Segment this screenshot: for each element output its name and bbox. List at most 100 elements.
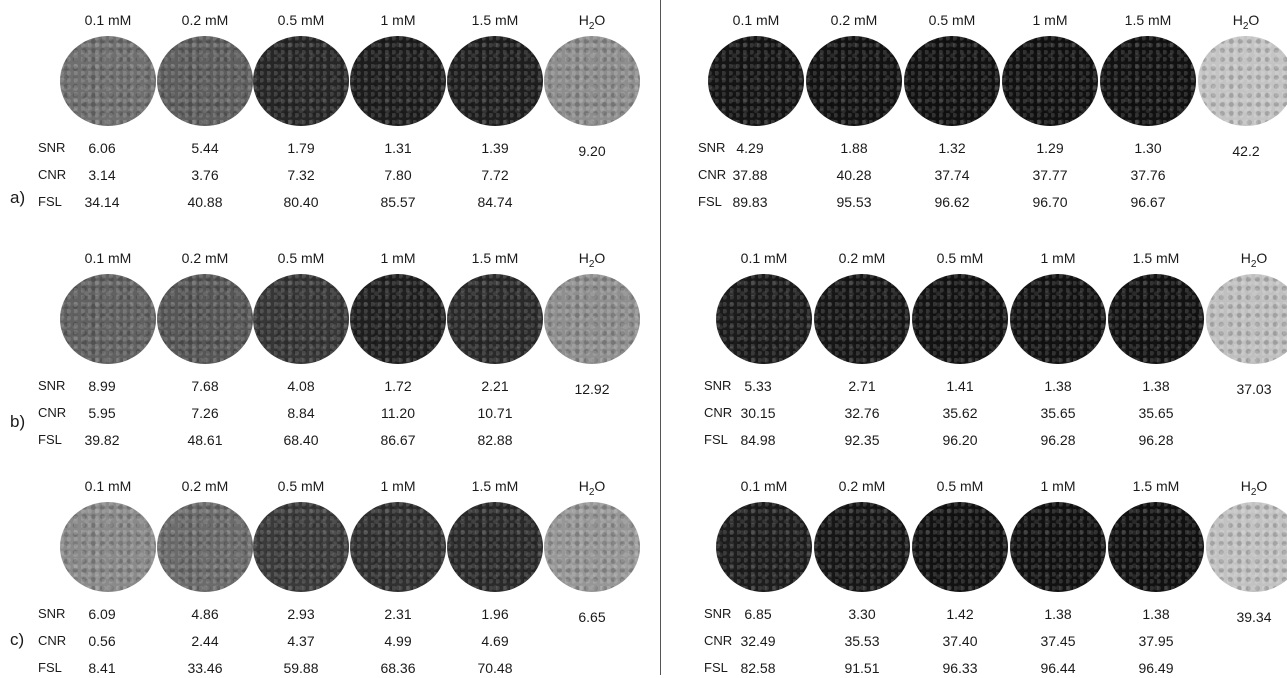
concentration-label: 0.1 mM bbox=[84, 250, 132, 266]
sample-disk bbox=[253, 502, 349, 592]
metric-name-snr: SNR bbox=[704, 606, 732, 621]
metric-value-snr: 1.29 bbox=[1036, 140, 1064, 156]
concentration-label: 0.1 mM bbox=[740, 478, 788, 494]
metric-value-fsl: 96.28 bbox=[1138, 432, 1174, 448]
metric-value-fsl: 33.46 bbox=[187, 660, 223, 676]
metric-value-snr: 1.88 bbox=[840, 140, 868, 156]
metric-value-fsl: 95.53 bbox=[836, 194, 872, 210]
metric-value-fsl: 82.58 bbox=[740, 660, 776, 676]
metric-value-fsl: 96.67 bbox=[1130, 194, 1166, 210]
metric-value-snr: 2.31 bbox=[384, 606, 412, 622]
sample-disk bbox=[912, 502, 1008, 592]
sample-disk bbox=[1108, 502, 1204, 592]
metric-value-fsl: 82.88 bbox=[477, 432, 513, 448]
metric-name-cnr: CNR bbox=[704, 633, 733, 648]
metric-value-cnr: 3.14 bbox=[88, 167, 116, 183]
sample-disk bbox=[253, 274, 349, 364]
concentration-label: 1.5 mM bbox=[1132, 250, 1180, 266]
sample-disk bbox=[1010, 274, 1106, 364]
concentration-label: 1 mM bbox=[1040, 478, 1076, 494]
metric-value-cnr: 4.69 bbox=[481, 633, 509, 649]
metric-name-fsl: FSL bbox=[704, 660, 728, 675]
concentration-label: 0.2 mM bbox=[838, 478, 886, 494]
concentration-label: H2O bbox=[578, 12, 606, 32]
metric-name-fsl: FSL bbox=[38, 660, 62, 675]
metric-value-snr: 1.31 bbox=[384, 140, 412, 156]
metric-value-cnr: 37.45 bbox=[1040, 633, 1076, 649]
concentration-label: 0.5 mM bbox=[928, 12, 976, 28]
metric-value-snr: 9.20 bbox=[578, 143, 606, 159]
sample-disk bbox=[814, 274, 910, 364]
metric-value-snr: 1.38 bbox=[1044, 378, 1072, 394]
concentration-label: 1 mM bbox=[380, 478, 416, 494]
concentration-label: H2O bbox=[1232, 12, 1260, 32]
concentration-label: 0.1 mM bbox=[84, 12, 132, 28]
metric-value-fsl: 96.20 bbox=[942, 432, 978, 448]
sample-disk bbox=[447, 502, 543, 592]
metric-value-cnr: 5.95 bbox=[88, 405, 116, 421]
metric-value-fsl: 48.61 bbox=[187, 432, 223, 448]
metric-value-fsl: 96.62 bbox=[934, 194, 970, 210]
row-label-b: b) bbox=[10, 412, 26, 431]
metric-value-snr: 2.21 bbox=[481, 378, 509, 394]
metric-name-snr: SNR bbox=[698, 140, 726, 155]
sample-disk bbox=[60, 502, 156, 592]
concentration-label: 1.5 mM bbox=[1132, 478, 1180, 494]
metric-value-snr: 1.38 bbox=[1044, 606, 1072, 622]
metric-value-fsl: 85.57 bbox=[380, 194, 416, 210]
metric-value-cnr: 7.32 bbox=[287, 167, 315, 183]
concentration-label: 0.5 mM bbox=[936, 250, 984, 266]
concentration-label: 0.5 mM bbox=[936, 478, 984, 494]
panel-divider bbox=[660, 0, 661, 675]
panel-a-right: 0.1 mM 0.2 mM 0.5 mM 1 mM 1.5 mM H2O SNR 4.29 1.… bbox=[0, 12, 1287, 212]
sample-disk bbox=[447, 274, 543, 364]
metric-value-snr: 4.29 bbox=[736, 140, 764, 156]
metric-value-snr: 1.32 bbox=[938, 140, 966, 156]
metric-value-cnr: 32.76 bbox=[844, 405, 880, 421]
sample-disk bbox=[60, 274, 156, 364]
sample-disk bbox=[806, 36, 902, 126]
sample-disk bbox=[544, 274, 640, 364]
metric-value-cnr: 35.65 bbox=[1138, 405, 1174, 421]
sample-disk bbox=[1206, 502, 1287, 592]
metric-value-fsl: 59.88 bbox=[283, 660, 319, 676]
metric-value-snr: 37.03 bbox=[1236, 381, 1272, 397]
metric-value-cnr: 3.76 bbox=[191, 167, 219, 183]
metric-value-snr: 6.06 bbox=[88, 140, 116, 156]
concentration-label: 1.5 mM bbox=[471, 250, 519, 266]
metric-value-cnr: 8.84 bbox=[287, 405, 315, 421]
sample-disk bbox=[157, 36, 253, 126]
metric-value-cnr: 40.28 bbox=[836, 167, 872, 183]
metric-name-snr: SNR bbox=[38, 606, 66, 621]
metric-value-fsl: 68.40 bbox=[283, 432, 319, 448]
sample-disk bbox=[716, 274, 812, 364]
sample-disk bbox=[1108, 274, 1204, 364]
metric-value-snr: 42.2 bbox=[1232, 143, 1260, 159]
metric-value-snr: 2.93 bbox=[287, 606, 315, 622]
concentration-label: 0.2 mM bbox=[181, 12, 229, 28]
sample-disk bbox=[1010, 502, 1106, 592]
metric-value-cnr: 7.26 bbox=[191, 405, 219, 421]
metric-value-snr: 1.42 bbox=[946, 606, 974, 622]
panel-b-left: 0.1 mM 0.2 mM 0.5 mM 1 mM 1.5 mM H2O SNR 8.99 7.… bbox=[0, 250, 1287, 450]
metric-value-fsl: 96.49 bbox=[1138, 660, 1174, 676]
metric-name-fsl: FSL bbox=[38, 432, 62, 447]
sample-disk bbox=[157, 274, 253, 364]
metric-value-cnr: 37.77 bbox=[1032, 167, 1068, 183]
metric-value-snr: 8.99 bbox=[88, 378, 116, 394]
concentration-label: 0.1 mM bbox=[84, 478, 132, 494]
metric-value-snr: 1.72 bbox=[384, 378, 412, 394]
metric-value-cnr: 37.95 bbox=[1138, 633, 1174, 649]
metric-value-snr: 7.68 bbox=[191, 378, 219, 394]
metric-value-fsl: 80.40 bbox=[283, 194, 319, 210]
sample-disk bbox=[350, 36, 446, 126]
metric-value-snr: 1.79 bbox=[287, 140, 315, 156]
concentration-label: 0.1 mM bbox=[740, 250, 788, 266]
sample-disk bbox=[60, 36, 156, 126]
sample-disk bbox=[1198, 36, 1287, 126]
sample-disk bbox=[814, 502, 910, 592]
concentration-label: H2O bbox=[578, 250, 606, 270]
metric-value-snr: 6.65 bbox=[578, 609, 606, 625]
metric-value-fsl: 70.48 bbox=[477, 660, 513, 676]
panel-b-right: 0.1 mM 0.2 mM 0.5 mM 1 mM 1.5 mM H2O SNR 5.33 2.… bbox=[0, 250, 1287, 450]
